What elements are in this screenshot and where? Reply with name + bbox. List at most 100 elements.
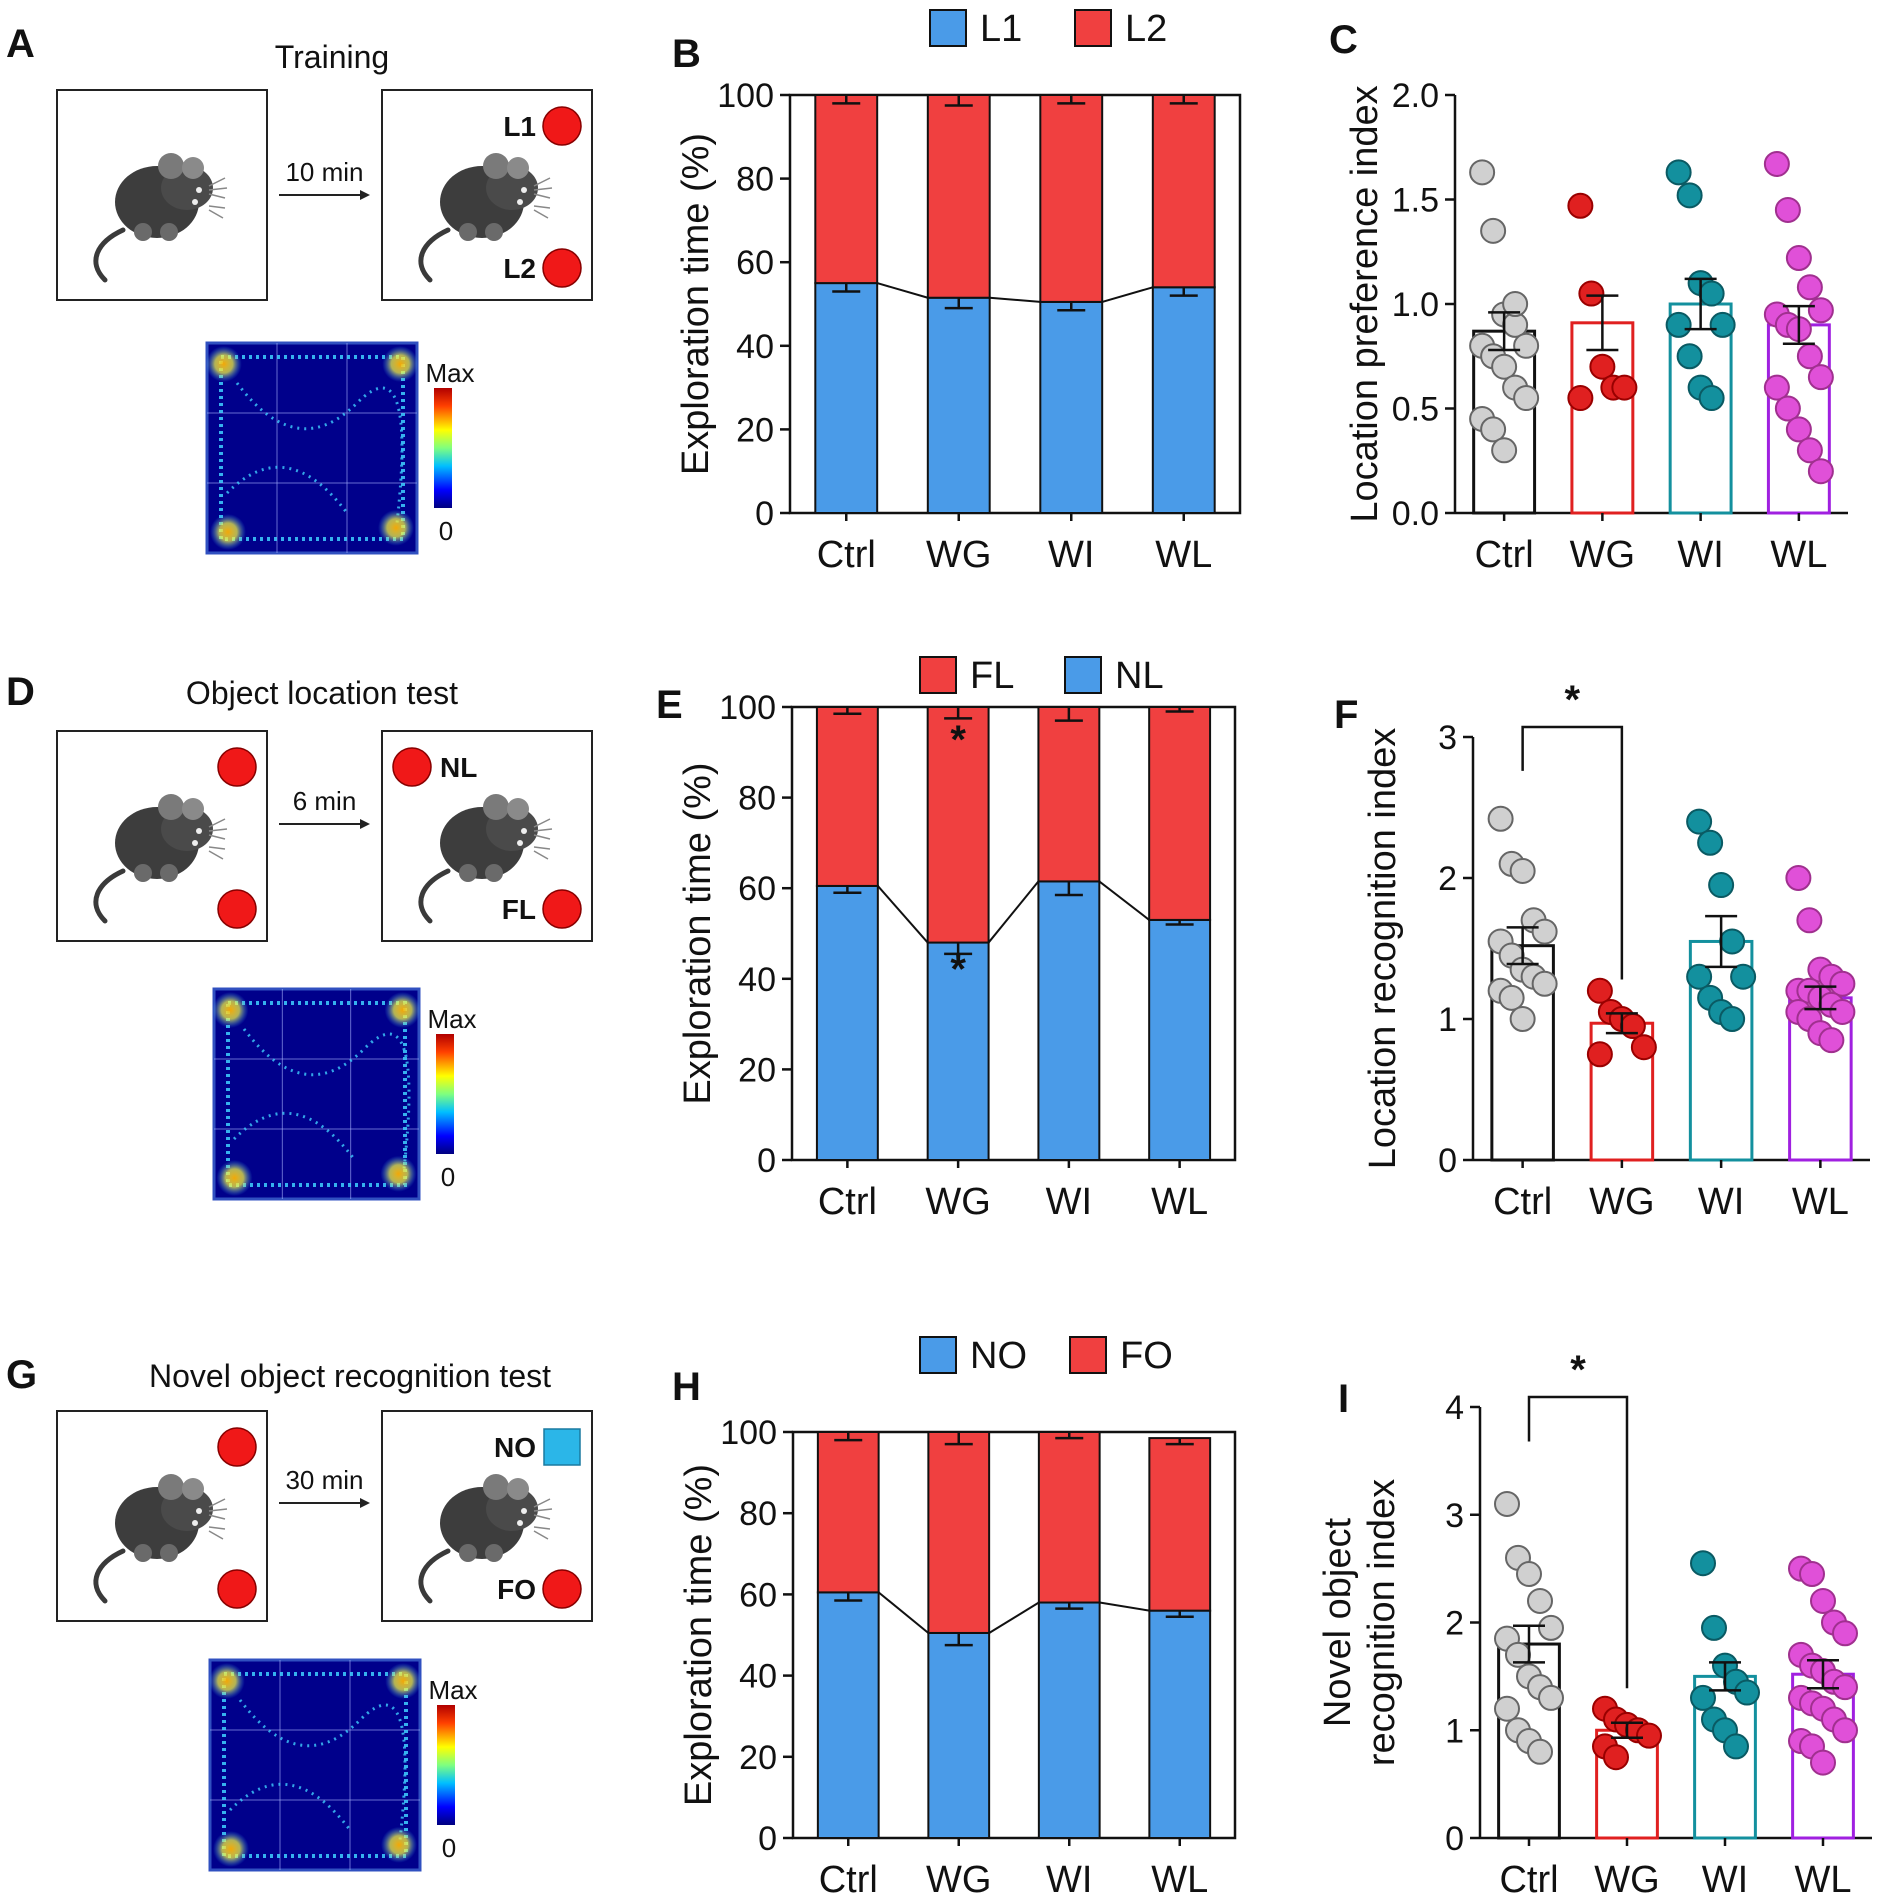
heatmap-hotspot — [385, 1663, 421, 1699]
colorbar — [437, 1705, 455, 1825]
connector-line — [989, 1603, 1039, 1633]
data-point — [1711, 313, 1735, 337]
x-tick-label: Ctrl — [1499, 1859, 1558, 1898]
y-tick-label: 0 — [1445, 1820, 1464, 1858]
schematic-panel-d: D Object location testNLFL6 minMax0 — [6, 670, 592, 1199]
connector-line — [879, 1592, 929, 1633]
data-point — [1511, 1007, 1535, 1031]
data-point — [1517, 1562, 1541, 1586]
panel-letter: I — [1338, 1377, 1349, 1421]
y-tick-label: 0 — [757, 1142, 776, 1180]
object-circle-icon — [218, 748, 256, 786]
arrow-head-icon — [360, 819, 370, 829]
data-point — [1809, 365, 1833, 389]
y-tick-label: 60 — [738, 870, 776, 908]
y-tick-label: 60 — [736, 244, 774, 282]
y-tick-label: 20 — [739, 1739, 777, 1777]
data-point — [1691, 1551, 1715, 1575]
colorbar-min-label: 0 — [439, 516, 453, 546]
x-tick-label: WG — [926, 534, 991, 576]
object-circle-icon — [393, 748, 431, 786]
bar-fl — [1038, 707, 1099, 881]
y-axis-label: Exploration time (%) — [675, 133, 717, 475]
data-point — [1720, 929, 1744, 953]
connector-line — [989, 881, 1039, 942]
data-point — [1698, 831, 1722, 855]
x-tick-label: WI — [1702, 1859, 1748, 1898]
data-point — [1700, 282, 1724, 306]
y-axis-label: Novel object — [1317, 1518, 1359, 1728]
object-circle-icon — [543, 1570, 581, 1608]
data-point — [1533, 972, 1557, 996]
heatmap-hotspot — [212, 992, 248, 1028]
heatmap-hotspot — [378, 510, 414, 546]
x-tick-label: WL — [1792, 1181, 1849, 1223]
object-label: L1 — [503, 111, 536, 142]
data-point — [1528, 1589, 1552, 1613]
data-point — [1500, 986, 1524, 1010]
x-tick-label: WI — [1048, 534, 1094, 576]
y-tick-label: 0.0 — [1392, 495, 1439, 533]
panel-letter: G — [6, 1353, 37, 1397]
bar-fo — [818, 1432, 879, 1592]
x-tick-label: WI — [1046, 1181, 1092, 1223]
x-tick-label: Ctrl — [1493, 1181, 1552, 1223]
x-tick-label: WL — [1151, 1181, 1208, 1223]
data-point — [1568, 386, 1592, 410]
data-point — [1667, 160, 1691, 184]
data-point — [1604, 1745, 1628, 1769]
data-point — [1809, 459, 1833, 483]
data-point — [1797, 908, 1821, 932]
figure-canvas: A TrainingL1L210 minMax0D Object location … — [0, 0, 1902, 1898]
colorbar-max-label: Max — [427, 1004, 476, 1034]
bar-l2 — [1153, 95, 1215, 287]
schematic-title: Object location test — [186, 675, 458, 711]
bar-no — [818, 1592, 879, 1838]
chart-panel-b: B020406080100Exploration time (%)Ctrl WG W… — [672, 8, 1240, 576]
x-tick-label: WG — [925, 1181, 990, 1223]
y-tick-label: 80 — [738, 780, 776, 818]
interval-label: 10 min — [285, 157, 363, 187]
schematics-layer: A Training L1 L2 10 min Max 0 D Object location … — [6, 22, 592, 1870]
legend-label: FO — [1120, 1335, 1173, 1377]
x-tick-label: Ctrl — [817, 534, 876, 576]
legend-swatch — [920, 657, 956, 693]
x-tick-label: WL — [1770, 534, 1827, 576]
y-tick-label: 2 — [1445, 1605, 1464, 1643]
y-axis-label: recognition index — [1361, 1479, 1403, 1766]
data-point — [1621, 1014, 1645, 1038]
heatmap-hotspot — [217, 1160, 253, 1196]
panel-letter: C — [1329, 18, 1358, 62]
connector-line — [1100, 1603, 1150, 1611]
y-tick-label: 0 — [755, 495, 774, 533]
y-tick-label: 3 — [1445, 1497, 1464, 1535]
x-tick-label: Ctrl — [1475, 534, 1534, 576]
interval-label: 6 min — [293, 786, 357, 816]
bar-l2 — [928, 95, 990, 298]
data-point — [1678, 344, 1702, 368]
heatmap-hotspot — [209, 1663, 245, 1699]
y-tick-label: 20 — [736, 411, 774, 449]
data-point — [1492, 438, 1516, 462]
heatmap-hotspot — [210, 514, 246, 550]
y-tick-label: 100 — [717, 77, 774, 115]
y-tick-label: 40 — [738, 961, 776, 999]
x-tick-label: WI — [1698, 1181, 1744, 1223]
x-tick-label: WG — [1589, 1181, 1654, 1223]
legend-label: L2 — [1125, 8, 1167, 50]
data-point — [1588, 979, 1612, 1003]
bar-l1 — [1153, 287, 1215, 513]
data-point — [1830, 1000, 1854, 1024]
data-point — [1720, 1007, 1744, 1031]
panel-letter: E — [656, 683, 683, 727]
data-point — [1702, 1616, 1726, 1640]
bar-nl — [817, 886, 878, 1160]
arrow-head-icon — [360, 1498, 370, 1508]
colorbar-min-label: 0 — [441, 1162, 455, 1192]
object-label: FL — [502, 894, 536, 925]
data-point — [1700, 386, 1724, 410]
heatmap-hotspot — [382, 346, 418, 382]
significance-star: * — [950, 948, 966, 992]
